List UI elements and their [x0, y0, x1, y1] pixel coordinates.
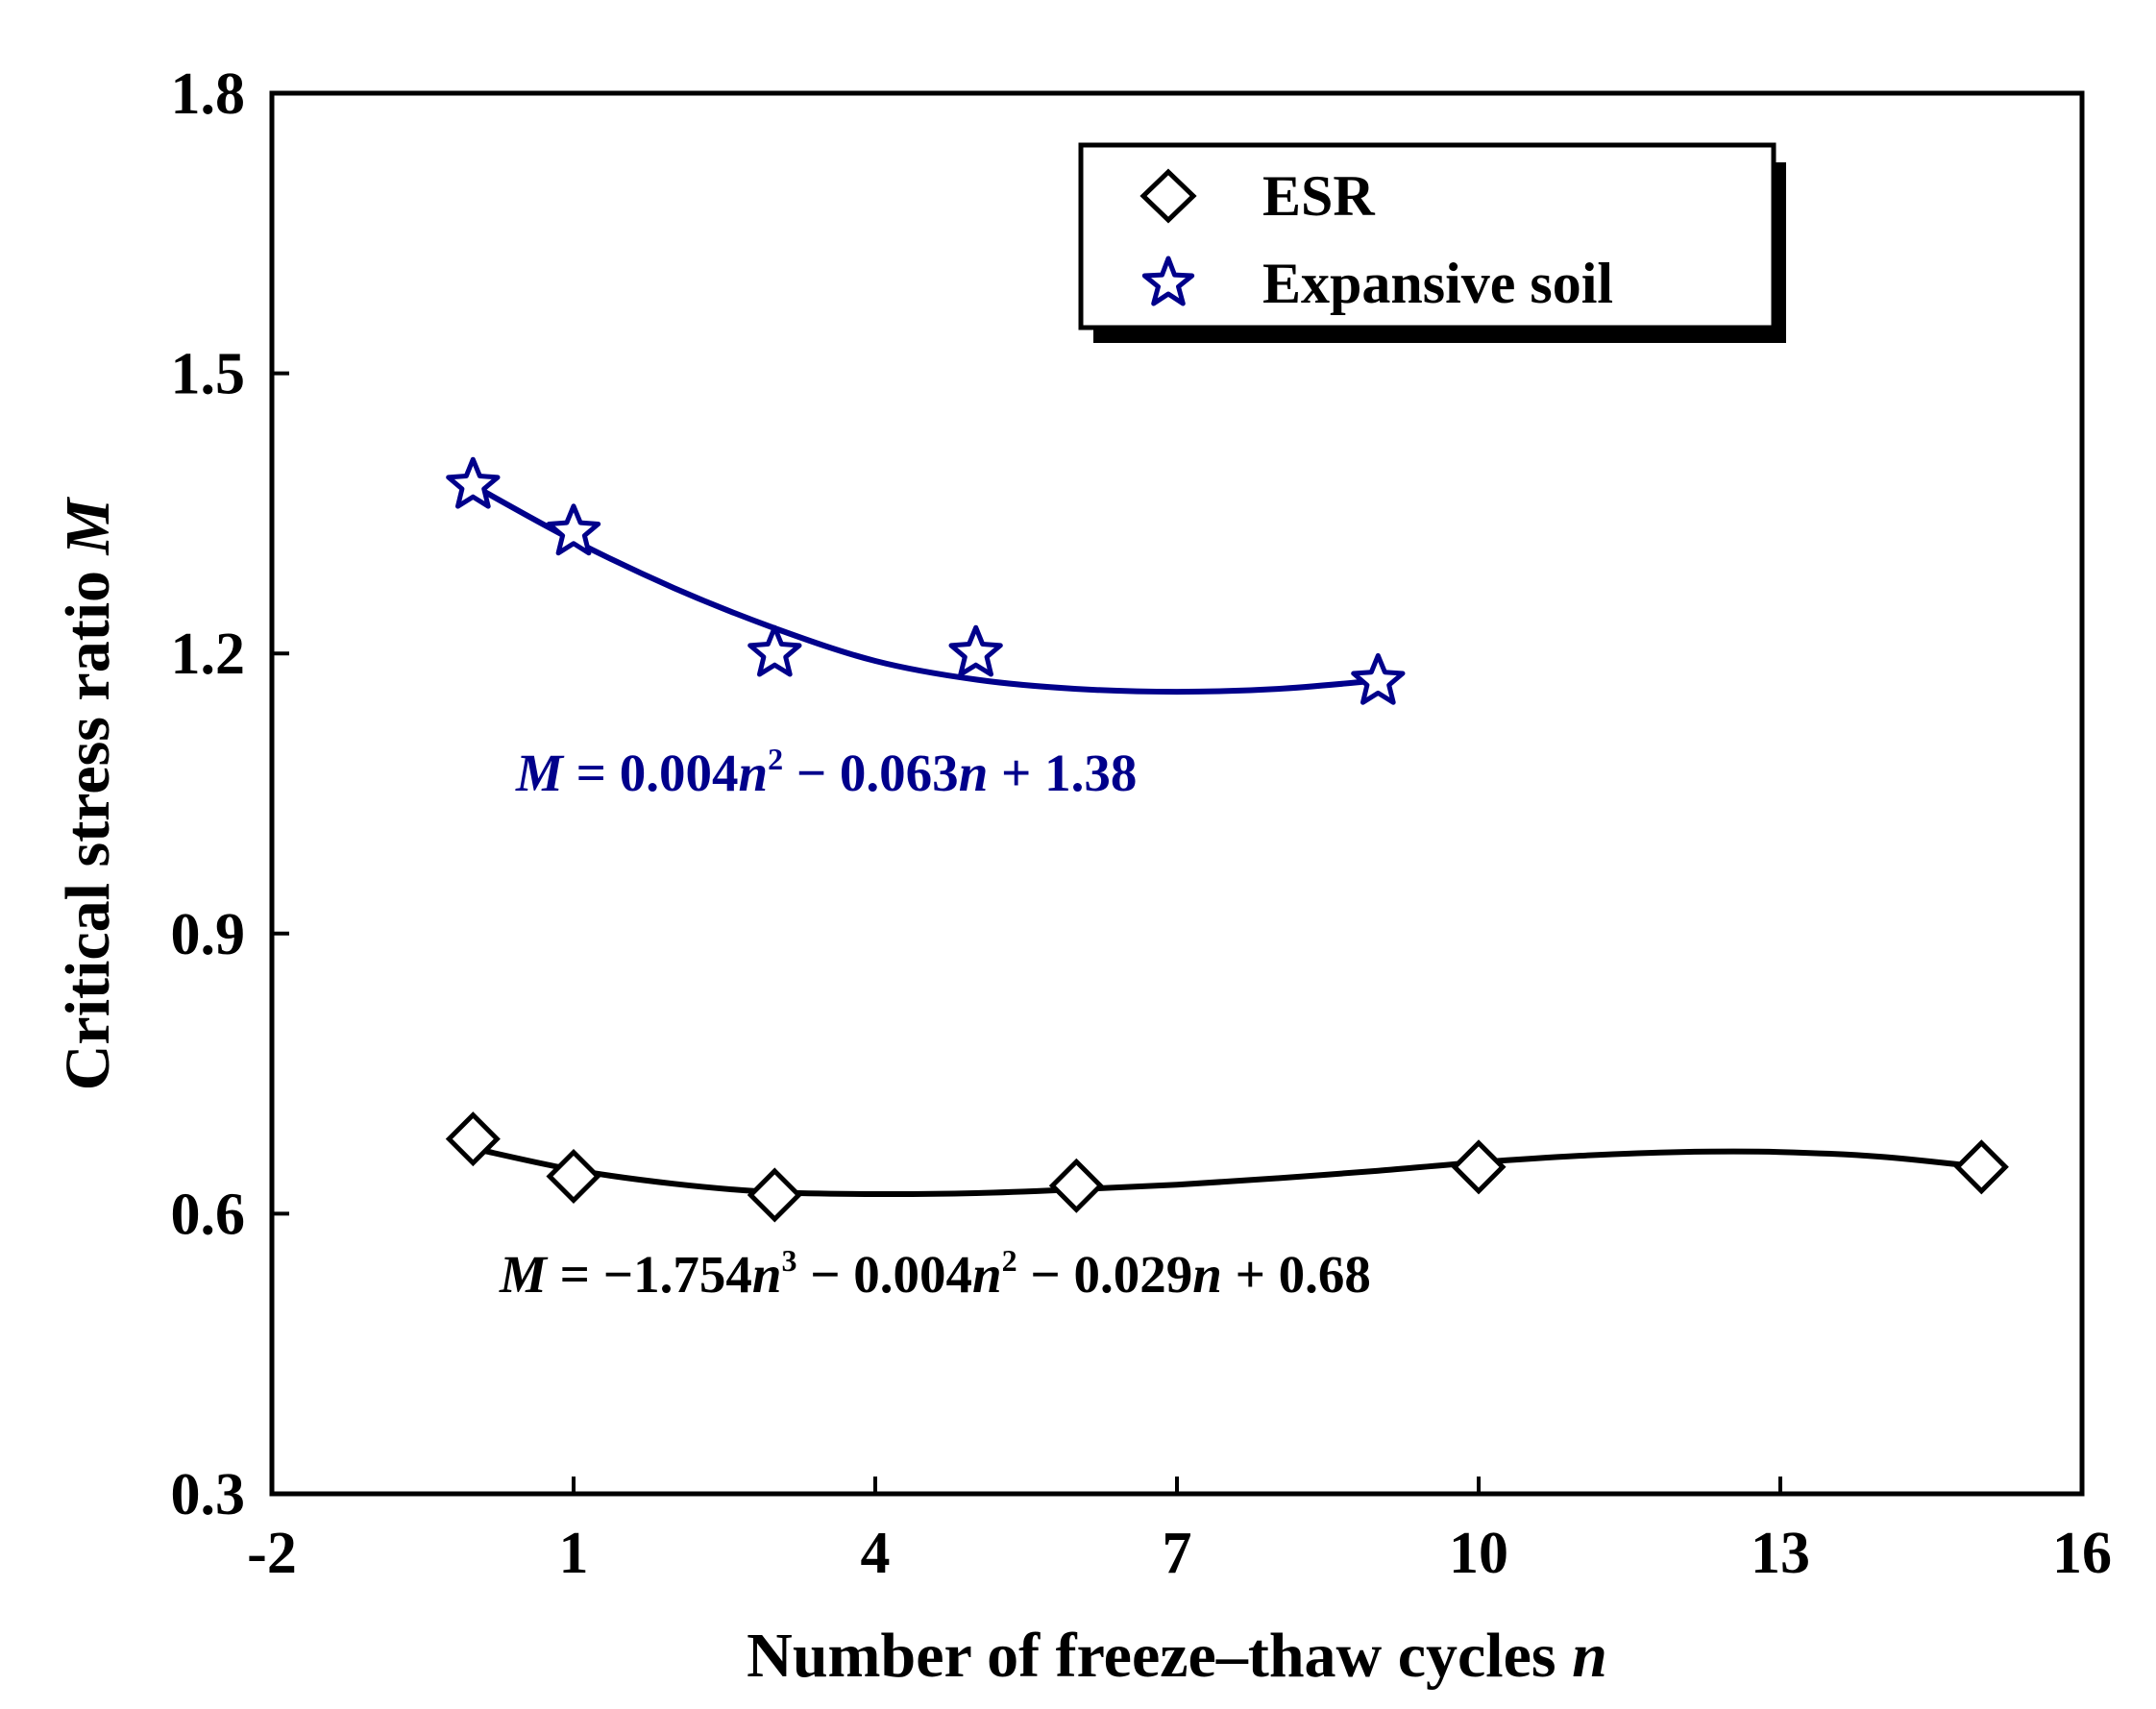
eq-es-lhs: M	[515, 744, 565, 802]
data-point-expansive-soil	[747, 624, 802, 677]
data-point-expansive-soil	[546, 503, 601, 556]
y-tick-label: 0.6	[171, 1182, 246, 1247]
y-tick-label: 1.8	[171, 61, 246, 127]
legend-box	[1078, 142, 1776, 330]
eq-esr-sup1: 3	[781, 1243, 796, 1278]
eq-es-part2: − 0.063	[783, 744, 959, 802]
data-point-expansive-soil	[1351, 652, 1406, 705]
data-point-esr	[1048, 1158, 1104, 1213]
legend-label-esr: ESR	[1262, 164, 1375, 228]
eq-esr-part4: + 0.68	[1222, 1245, 1371, 1304]
eq-esr-var3: n	[1192, 1245, 1222, 1304]
y-tick-label: 0.3	[171, 1462, 246, 1527]
fit-curve-esr	[472, 1145, 1982, 1198]
x-tick-label: 7	[1163, 1521, 1192, 1586]
y-axis-title-text: Critical stress ratio	[53, 554, 123, 1090]
x-tick-label: 10	[1449, 1521, 1508, 1586]
equation-expansive-soil: M = 0.004n2 − 0.063n + 1.38	[515, 742, 1137, 802]
y-tick-label: 1.5	[171, 342, 246, 407]
eq-esr-part2: − 0.004	[796, 1245, 972, 1304]
data-point-esr	[1451, 1139, 1507, 1195]
y-tick-label: 1.2	[171, 622, 246, 687]
eq-esr-part3: − 0.029	[1017, 1245, 1193, 1304]
eq-es-sup1: 2	[768, 742, 783, 776]
eq-esr-var1: n	[752, 1245, 782, 1304]
legend-label-expansive-soil: Expansive soil	[1262, 252, 1613, 315]
eq-esr-lhs: M	[499, 1245, 549, 1304]
data-point-esr	[1953, 1139, 2009, 1195]
x-axis-ticks: -2 1 4 7 10 13 16	[247, 1477, 2112, 1586]
x-tick-label: -2	[247, 1521, 297, 1586]
equation-esr: M = −1.754n3 − 0.004n2 − 0.029n + 0.68	[499, 1243, 1371, 1304]
x-tick-label: 4	[861, 1521, 891, 1586]
eq-esr-var2: n	[972, 1245, 1002, 1304]
y-tick-label: 0.9	[171, 902, 246, 967]
data-point-esr	[445, 1111, 501, 1167]
legend-diamond-marker	[1139, 168, 1197, 224]
x-axis-title-var: n	[1572, 1621, 1607, 1691]
x-axis-title: Number of freeze–thaw cycles n	[747, 1621, 1607, 1691]
data-point-esr	[546, 1148, 601, 1205]
eq-es-part3: + 1.38	[988, 744, 1137, 802]
legend-star-marker	[1141, 256, 1195, 306]
eq-es-var2: n	[959, 744, 989, 802]
data-point-expansive-soil	[446, 456, 501, 509]
fit-curves	[471, 482, 1982, 1198]
x-tick-label: 13	[1751, 1521, 1810, 1586]
y-axis-title: Critical stress ratio M	[53, 496, 123, 1090]
x-axis-title-text: Number of freeze–thaw cycles	[747, 1621, 1572, 1691]
y-axis-ticks: 0.3 0.6 0.9 1.2 1.5 1.8	[171, 61, 289, 1527]
x-tick-label: 16	[2052, 1521, 2112, 1586]
x-tick-label: 1	[559, 1521, 589, 1586]
eq-es-part1: = 0.004	[563, 744, 739, 802]
data-markers	[445, 456, 2009, 1223]
y-axis-title-var: M	[53, 496, 123, 555]
fit-curve-expansive-soil	[471, 482, 1379, 696]
data-point-esr	[747, 1167, 802, 1223]
data-point-expansive-soil	[948, 624, 1003, 677]
legend: ESR Expansive soil	[1078, 142, 1786, 343]
eq-es-var1: n	[739, 744, 769, 802]
eq-esr-sup2: 2	[1002, 1243, 1017, 1278]
eq-esr-part1: = −1.754	[547, 1245, 752, 1304]
